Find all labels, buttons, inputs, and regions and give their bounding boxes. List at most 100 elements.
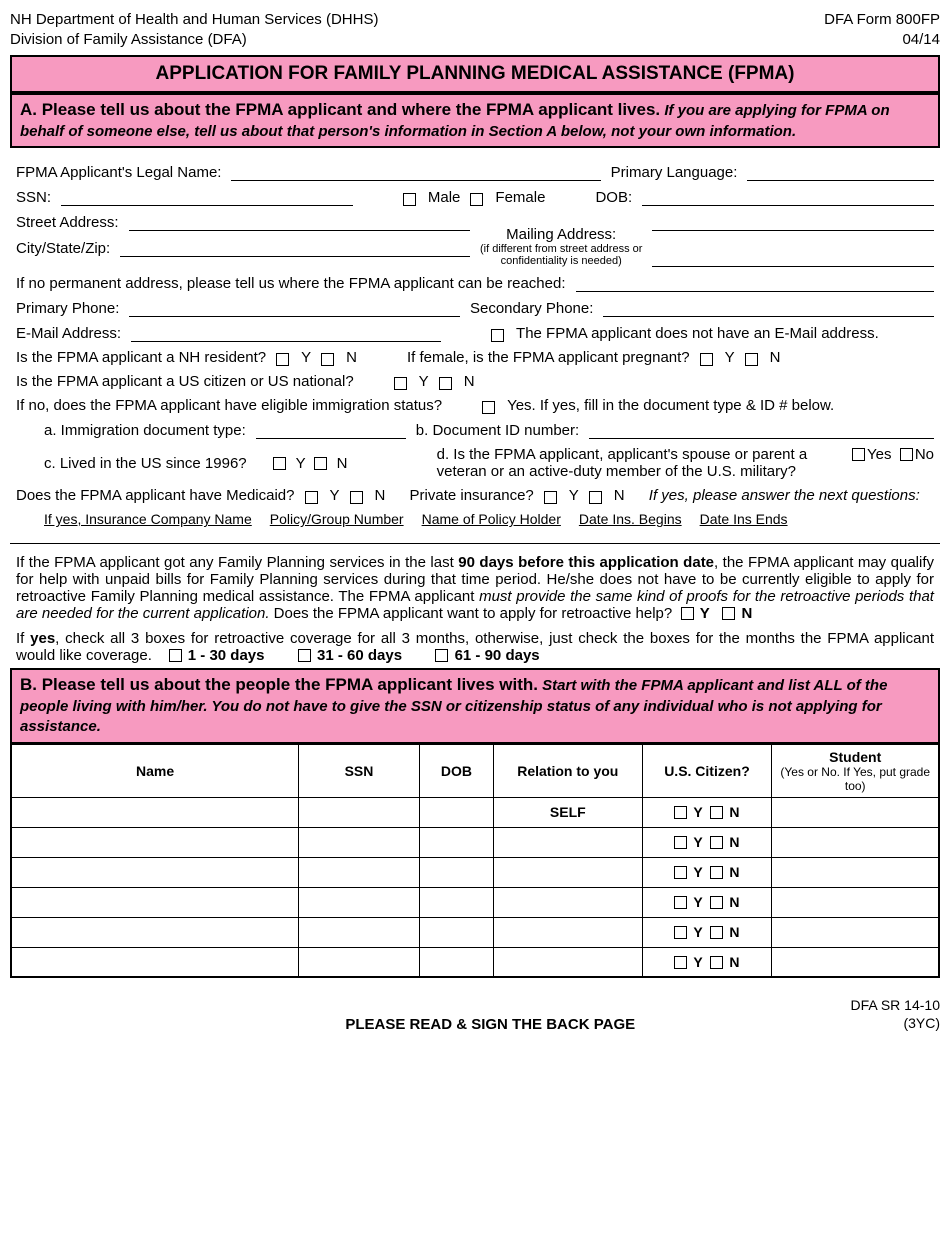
input-mailing-1[interactable] <box>652 213 934 231</box>
checkbox-retro-y[interactable] <box>681 607 694 620</box>
label-email: E-Mail Address: <box>16 325 121 342</box>
cell-relation[interactable] <box>494 857 642 887</box>
input-primary-lang[interactable] <box>747 163 934 181</box>
checkbox-citizen-row-n[interactable] <box>710 866 723 879</box>
checkbox-citizen-row-n[interactable] <box>710 926 723 939</box>
page-footer: PLEASE READ & SIGN THE BACK PAGE DFA SR … <box>10 996 940 1032</box>
cell-name[interactable] <box>11 917 299 947</box>
cell-dob[interactable] <box>419 827 493 857</box>
label-pregnant: If female, is the FPMA applicant pregnan… <box>407 349 690 366</box>
cell-dob[interactable] <box>419 947 493 977</box>
checkbox-citizen-row-n[interactable] <box>710 956 723 969</box>
checkbox-no-email[interactable] <box>491 329 504 342</box>
checkbox-medicaid-y[interactable] <box>305 491 318 504</box>
dept-line-1: NH Department of Health and Human Servic… <box>10 10 378 30</box>
checkbox-citizen-row-y[interactable] <box>674 956 687 969</box>
footer-code: (3YC) <box>851 1014 941 1032</box>
checkbox-retro-n[interactable] <box>722 607 735 620</box>
checkbox-retro-60[interactable] <box>298 649 311 662</box>
cell-ssn[interactable] <box>299 947 420 977</box>
label-legal-name: FPMA Applicant's Legal Name: <box>16 164 221 181</box>
cell-relation[interactable] <box>494 887 642 917</box>
checkbox-since96-n[interactable] <box>314 457 327 470</box>
cell-ssn[interactable] <box>299 827 420 857</box>
input-city[interactable] <box>120 239 470 257</box>
cell-student[interactable] <box>772 857 939 887</box>
input-mailing-2[interactable] <box>652 249 934 267</box>
cell-ssn[interactable] <box>299 887 420 917</box>
input-sphone[interactable] <box>603 299 934 317</box>
checkbox-since96-y[interactable] <box>273 457 286 470</box>
cell-student[interactable] <box>772 947 939 977</box>
cell-ssn[interactable] <box>299 797 420 827</box>
cell-student[interactable] <box>772 917 939 947</box>
checkbox-citizen-row-y[interactable] <box>674 836 687 849</box>
label-no-email: The FPMA applicant does not have an E-Ma… <box>516 325 879 342</box>
input-pphone[interactable] <box>129 299 460 317</box>
checkbox-citizen-row-n[interactable] <box>710 836 723 849</box>
checkbox-citizen-row-n[interactable] <box>710 896 723 909</box>
cell-dob[interactable] <box>419 797 493 827</box>
col-relation: Relation to you <box>494 744 642 797</box>
label-ins-note: If yes, please answer the next questions… <box>649 487 920 504</box>
cell-citizen: Y N <box>642 857 772 887</box>
footer-instruction: PLEASE READ & SIGN THE BACK PAGE <box>130 1016 851 1033</box>
checkbox-citizen-row-y[interactable] <box>674 866 687 879</box>
checkbox-nhres-n[interactable] <box>321 353 334 366</box>
cell-dob[interactable] <box>419 887 493 917</box>
cell-student[interactable] <box>772 887 939 917</box>
checkbox-citizen-n[interactable] <box>439 377 452 390</box>
checkbox-preg-y[interactable] <box>700 353 713 366</box>
cell-relation[interactable] <box>494 917 642 947</box>
table-row: Y N <box>11 947 939 977</box>
cell-student[interactable] <box>772 797 939 827</box>
cell-name[interactable] <box>11 857 299 887</box>
col-name: Name <box>11 744 299 797</box>
checkbox-retro-30[interactable] <box>169 649 182 662</box>
table-header-row: Name SSN DOB Relation to you U.S. Citize… <box>11 744 939 797</box>
input-street[interactable] <box>129 213 470 231</box>
checkbox-nhres-y[interactable] <box>276 353 289 366</box>
checkbox-citizen-row-n[interactable] <box>710 806 723 819</box>
header-right: DFA Form 800FP 04/14 <box>824 10 940 49</box>
cell-student[interactable] <box>772 827 939 857</box>
checkbox-retro-90[interactable] <box>435 649 448 662</box>
checkbox-privins-n[interactable] <box>589 491 602 504</box>
input-legal-name[interactable] <box>231 163 600 181</box>
checkbox-citizen-y[interactable] <box>394 377 407 390</box>
cell-relation[interactable] <box>494 947 642 977</box>
ins-h1: If yes, Insurance Company Name <box>44 511 252 527</box>
input-dob[interactable] <box>642 188 934 206</box>
cell-name[interactable] <box>11 887 299 917</box>
checkbox-vet-no[interactable] <box>900 448 913 461</box>
cell-dob[interactable] <box>419 857 493 887</box>
col-ssn: SSN <box>299 744 420 797</box>
cell-ssn[interactable] <box>299 917 420 947</box>
checkbox-male[interactable] <box>403 193 416 206</box>
label-street: Street Address: <box>16 214 119 231</box>
checkbox-citizen-row-y[interactable] <box>674 896 687 909</box>
checkbox-privins-y[interactable] <box>544 491 557 504</box>
checkbox-female[interactable] <box>470 193 483 206</box>
cell-name[interactable] <box>11 947 299 977</box>
checkbox-citizen-row-y[interactable] <box>674 806 687 819</box>
cell-name[interactable] <box>11 797 299 827</box>
checkbox-citizen-row-y[interactable] <box>674 926 687 939</box>
ins-h3: Name of Policy Holder <box>422 511 561 527</box>
label-citizen: Is the FPMA applicant a US citizen or US… <box>16 373 354 390</box>
cell-ssn[interactable] <box>299 857 420 887</box>
checkbox-immig-yes[interactable] <box>482 401 495 414</box>
checkbox-vet-yes[interactable] <box>852 448 865 461</box>
cell-dob[interactable] <box>419 917 493 947</box>
checkbox-medicaid-n[interactable] <box>350 491 363 504</box>
checkbox-preg-n[interactable] <box>745 353 758 366</box>
cell-relation[interactable] <box>494 827 642 857</box>
input-ssn[interactable] <box>61 188 353 206</box>
table-row: Y N <box>11 917 939 947</box>
input-email[interactable] <box>131 324 441 342</box>
input-immig-doc-type[interactable] <box>256 421 406 439</box>
cell-relation[interactable]: SELF <box>494 797 642 827</box>
input-immig-doc-id[interactable] <box>589 421 934 439</box>
input-no-perm[interactable] <box>576 274 935 292</box>
cell-name[interactable] <box>11 827 299 857</box>
